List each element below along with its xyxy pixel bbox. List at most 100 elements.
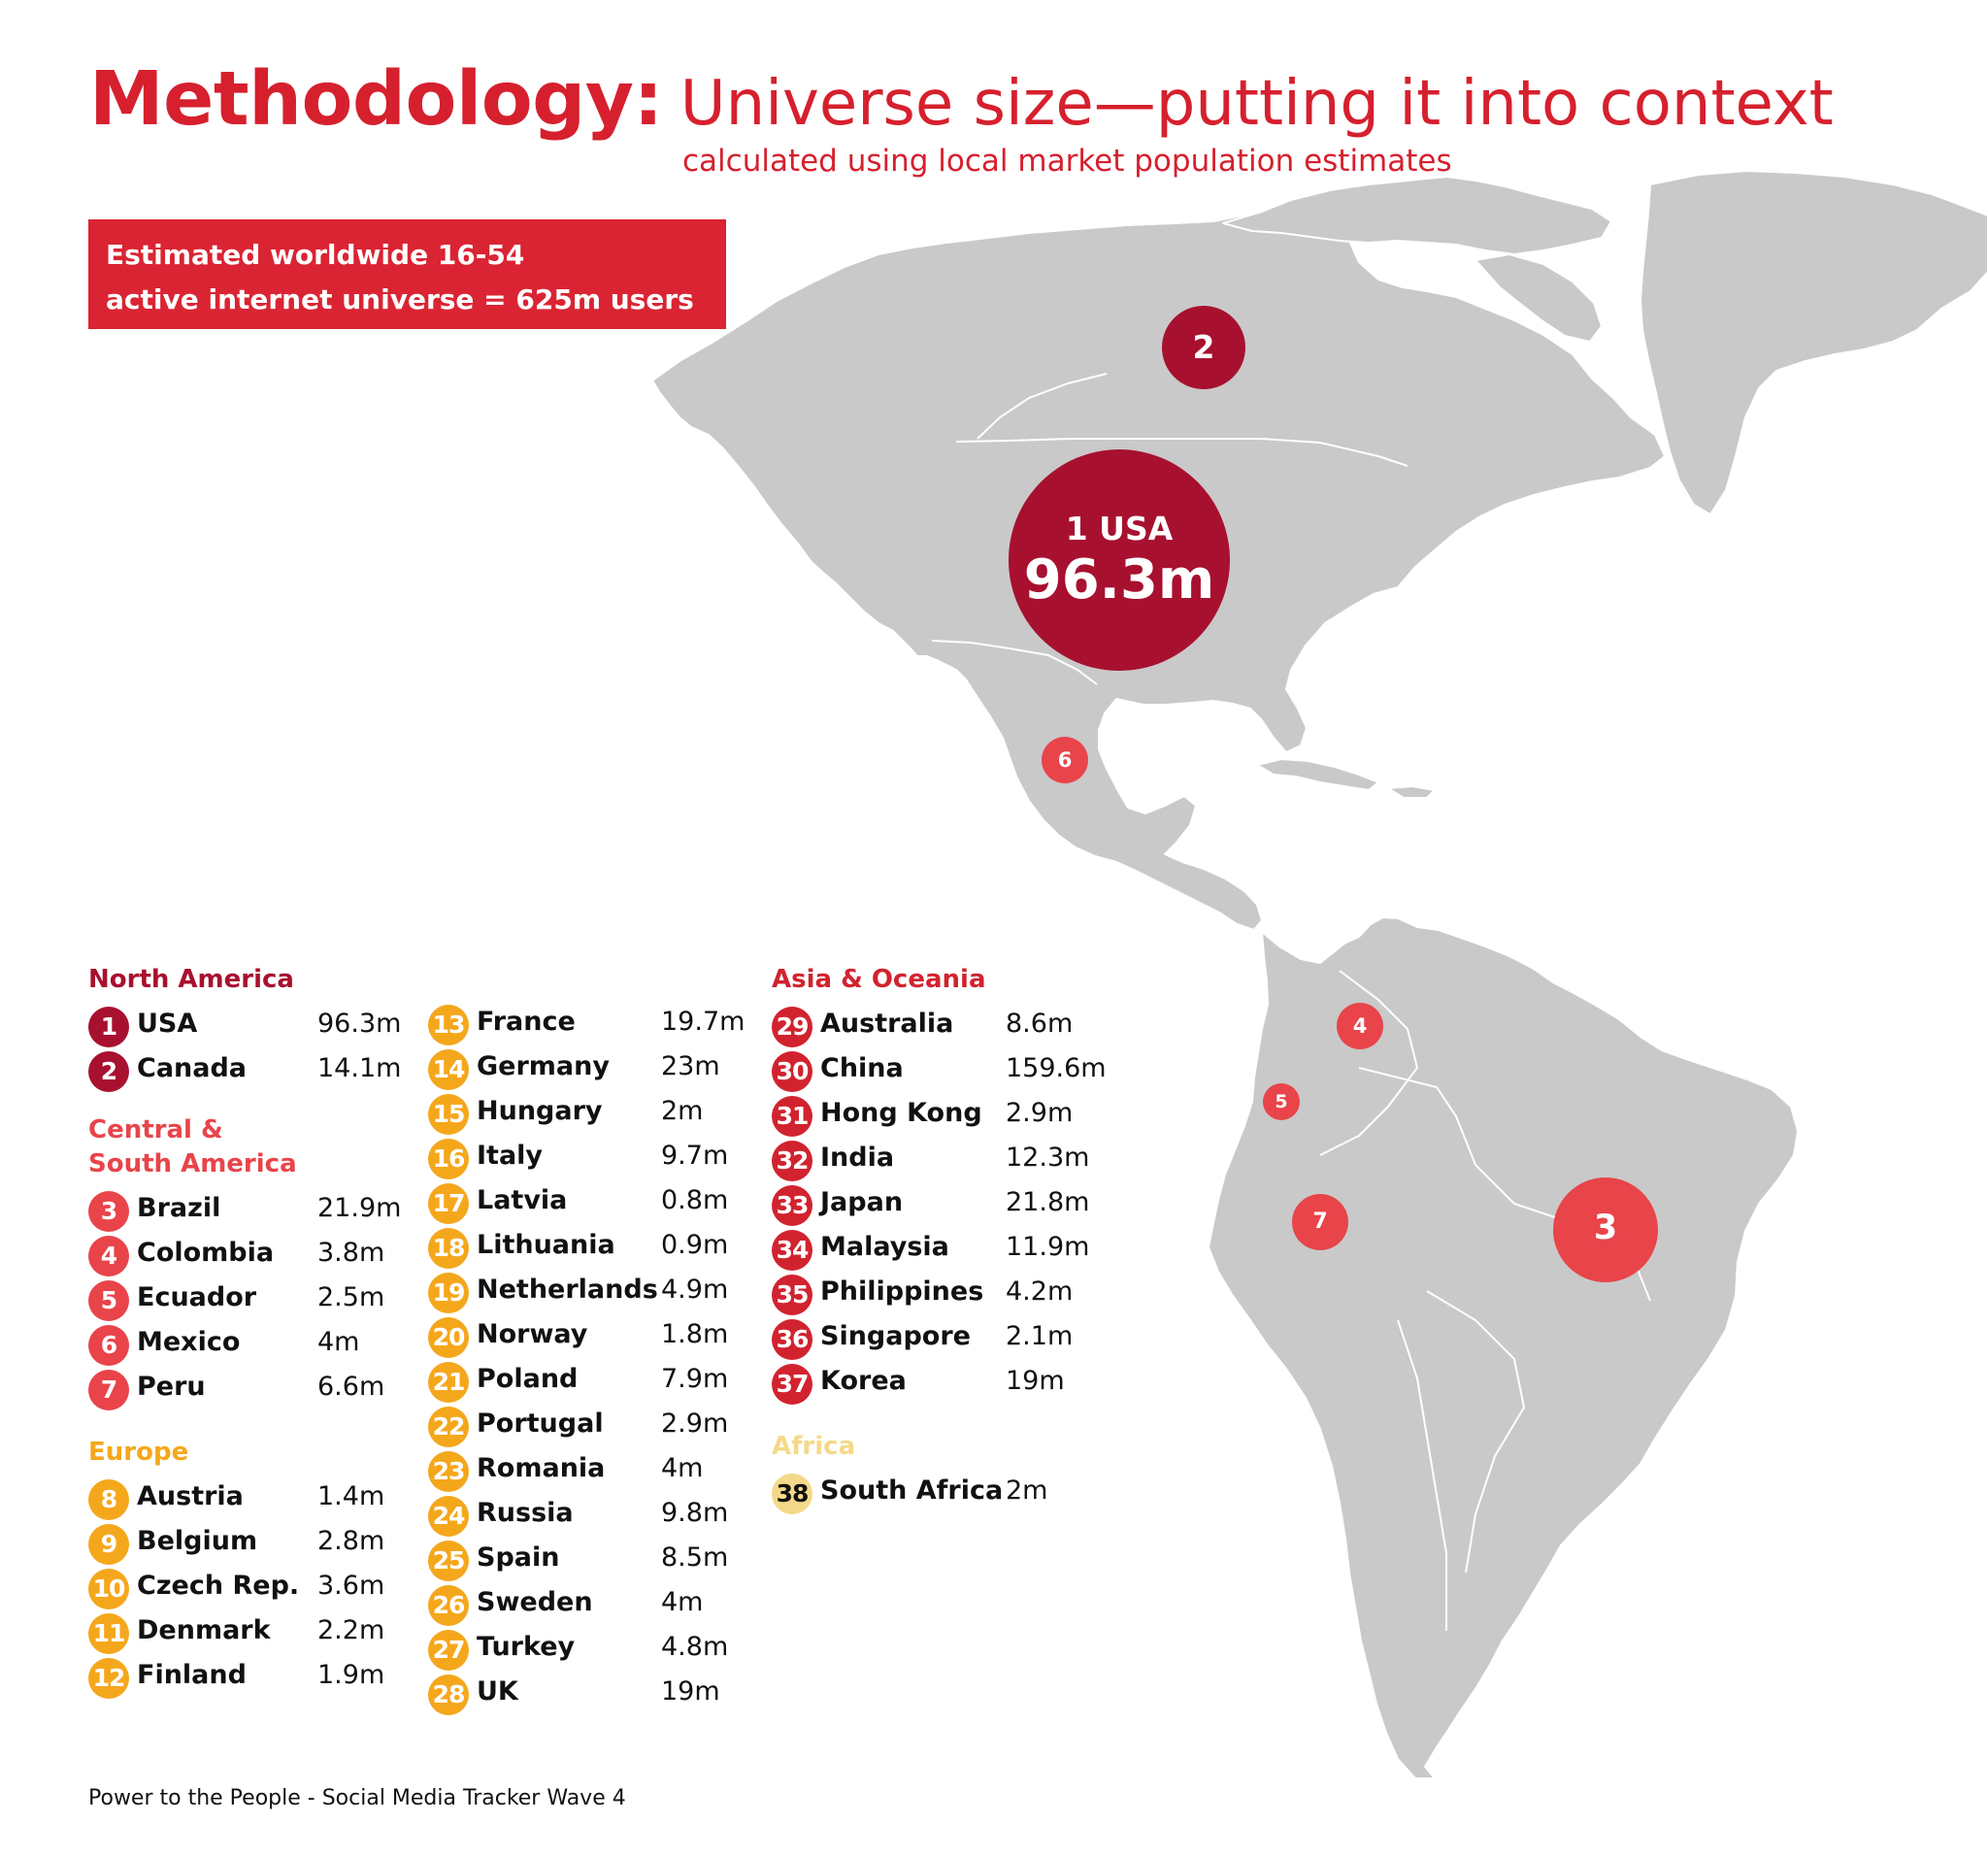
legend-row: 30 China 159.6m xyxy=(772,1049,1121,1094)
country-name: Mexico xyxy=(137,1327,241,1357)
country-name: Japan xyxy=(820,1187,904,1217)
country-name: Hong Kong xyxy=(820,1098,982,1128)
country-name: Sweden xyxy=(477,1587,593,1617)
legend-row: 26 Sweden 4m xyxy=(428,1583,758,1628)
legend-row: 28 UK 19m xyxy=(428,1673,758,1717)
country-value: 2.1m xyxy=(1006,1321,1074,1351)
rank-badge: 34 xyxy=(772,1230,812,1271)
peru-bubble: 7 xyxy=(1292,1194,1348,1250)
country-value: 0.8m xyxy=(661,1185,729,1215)
country-value: 4m xyxy=(317,1327,360,1357)
brazil-bubble: 3 xyxy=(1553,1177,1658,1282)
rank-badge: 25 xyxy=(428,1541,469,1581)
legend-row: 37 Korea 19m xyxy=(772,1362,1121,1407)
country-name: Italy xyxy=(477,1141,544,1171)
country-name: Latvia xyxy=(477,1185,568,1215)
universe-banner: Estimated worldwide 16-54 active interne… xyxy=(88,219,726,329)
legend-row: 24 Russia 9.8m xyxy=(428,1494,758,1539)
rank-badge: 4 xyxy=(88,1236,129,1276)
country-name: Lithuania xyxy=(477,1230,615,1260)
country-value: 2.9m xyxy=(1006,1098,1074,1128)
rank-badge: 30 xyxy=(772,1051,812,1092)
country-name: Philippines xyxy=(820,1276,984,1307)
arctic-islands xyxy=(1222,176,1612,255)
legend-row: 5 Ecuador 2.5m xyxy=(88,1278,409,1323)
country-name: Turkey xyxy=(477,1632,576,1662)
legend-column-2: 13 France 19.7m 14 Germany 23m 15 Hungary 2m 16 It… xyxy=(428,1003,758,1717)
country-value: 9.7m xyxy=(661,1141,729,1171)
country-name: Romania xyxy=(477,1453,606,1483)
rank-badge: 8 xyxy=(88,1479,129,1520)
country-value: 9.8m xyxy=(661,1498,729,1528)
country-value: 4.8m xyxy=(661,1632,729,1662)
country-value: 19m xyxy=(661,1676,720,1707)
country-name: Peru xyxy=(137,1372,206,1402)
legend-row: 21 Poland 7.9m xyxy=(428,1360,758,1405)
country-value: 14.1m xyxy=(317,1053,402,1083)
rank-badge: 16 xyxy=(428,1139,469,1179)
rank-badge: 9 xyxy=(88,1524,129,1565)
rank-badge: 38 xyxy=(772,1474,812,1514)
colombia-bubble-num: 4 xyxy=(1352,1014,1368,1038)
country-value: 2m xyxy=(1006,1475,1048,1506)
legend-row: 1 USA 96.3m xyxy=(88,1005,409,1049)
country-name: Austria xyxy=(137,1481,244,1511)
country-name: Canada xyxy=(137,1053,248,1083)
country-value: 19.7m xyxy=(661,1007,746,1037)
legend-row: 4 Colombia 3.8m xyxy=(88,1234,409,1278)
rank-badge: 24 xyxy=(428,1496,469,1537)
country-name: Russia xyxy=(477,1498,574,1528)
country-value: 21.8m xyxy=(1006,1187,1090,1217)
rank-badge: 17 xyxy=(428,1183,469,1224)
country-value: 3.6m xyxy=(317,1571,385,1601)
list-europe-a: 8 Austria 1.4m 9 Belgium 2.8m 10 Czech Rep. 3.6m… xyxy=(88,1477,409,1701)
country-name: Brazil xyxy=(137,1193,221,1223)
usa-bubble-value: 96.3m xyxy=(1023,548,1215,612)
page-title: Methodology: Universe size—putting it int… xyxy=(89,56,1834,143)
rank-badge: 12 xyxy=(88,1658,129,1699)
rank-badge: 14 xyxy=(428,1049,469,1090)
country-name: Portugal xyxy=(477,1409,604,1439)
country-name: Belgium xyxy=(137,1526,258,1556)
ecuador-bubble: 5 xyxy=(1263,1083,1300,1120)
mexico-bubble: 6 xyxy=(1042,737,1088,783)
legend-row: 7 Peru 6.6m xyxy=(88,1368,409,1412)
legend-row: 6 Mexico 4m xyxy=(88,1323,409,1368)
rank-badge: 36 xyxy=(772,1319,812,1360)
country-value: 4m xyxy=(661,1453,704,1483)
canada-bubble: 2 xyxy=(1162,306,1245,389)
canada-bubble-num: 2 xyxy=(1192,328,1215,366)
list-europe-b: 13 France 19.7m 14 Germany 23m 15 Hungary 2m 16 It… xyxy=(428,1003,758,1717)
legend-row: 31 Hong Kong 2.9m xyxy=(772,1094,1121,1139)
heading-north-america: North America xyxy=(88,965,294,994)
country-value: 19m xyxy=(1006,1366,1065,1396)
country-name: USA xyxy=(137,1009,198,1039)
country-name: Finland xyxy=(137,1660,247,1690)
rank-badge: 23 xyxy=(428,1451,469,1492)
footer-source: Power to the People - Social Media Track… xyxy=(88,1786,626,1810)
country-value: 21.9m xyxy=(317,1193,402,1223)
mexico-bubble-num: 6 xyxy=(1057,748,1073,772)
rank-badge: 27 xyxy=(428,1630,469,1671)
legend-row: 3 Brazil 21.9m xyxy=(88,1189,409,1234)
legend-row: 27 Turkey 4.8m xyxy=(428,1628,758,1673)
country-name: Ecuador xyxy=(137,1282,257,1312)
brazil-bubble-num: 3 xyxy=(1593,1209,1618,1247)
country-name: Hungary xyxy=(477,1096,603,1126)
legend-row: 33 Japan 21.8m xyxy=(772,1183,1121,1228)
caribbean-islands xyxy=(1256,758,1436,799)
country-value: 96.3m xyxy=(317,1009,402,1039)
rank-badge: 28 xyxy=(428,1674,469,1715)
country-value: 2.2m xyxy=(317,1615,385,1645)
country-name: Norway xyxy=(477,1319,588,1349)
country-name: Spain xyxy=(477,1542,560,1573)
rank-badge: 32 xyxy=(772,1141,812,1181)
country-value: 0.9m xyxy=(661,1230,729,1260)
rank-badge: 22 xyxy=(428,1407,469,1447)
legend-row: 16 Italy 9.7m xyxy=(428,1137,758,1181)
legend-row: 12 Finland 1.9m xyxy=(88,1656,409,1701)
rank-badge: 2 xyxy=(88,1051,129,1092)
legend-row: 25 Spain 8.5m xyxy=(428,1539,758,1583)
country-value: 2.8m xyxy=(317,1526,385,1556)
ecuador-bubble-num: 5 xyxy=(1275,1091,1288,1112)
